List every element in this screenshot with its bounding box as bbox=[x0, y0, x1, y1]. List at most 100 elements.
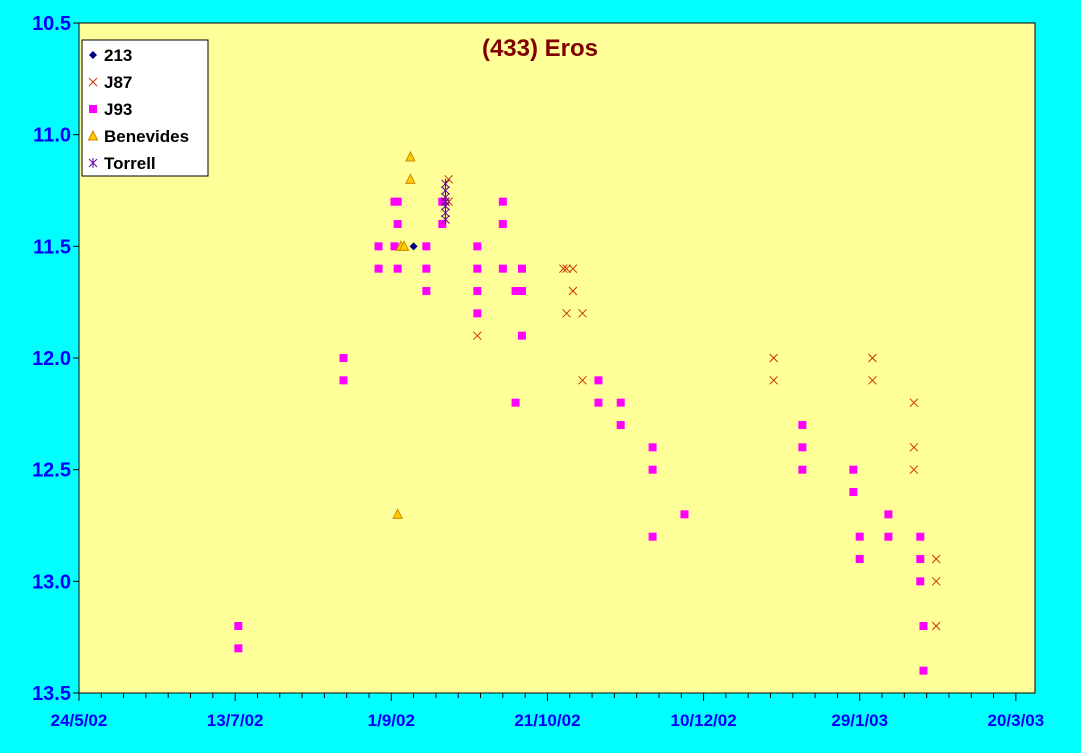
point-j93 bbox=[374, 242, 383, 251]
point-j93 bbox=[798, 421, 807, 429]
data-points bbox=[234, 150, 941, 675]
point-j93 bbox=[473, 242, 482, 251]
y-axis: 10.5 11.0 11.5 12.0 12.5 13.0 13.5 bbox=[32, 13, 79, 705]
point-j87 bbox=[444, 174, 454, 184]
point-j93 bbox=[849, 465, 858, 474]
point-j93 bbox=[517, 287, 526, 295]
point-j93 bbox=[393, 197, 402, 206]
point-j87 bbox=[909, 465, 919, 475]
y-tick-label: 13.0 bbox=[32, 571, 71, 593]
point-j93 bbox=[594, 376, 603, 385]
point-j93 bbox=[648, 443, 657, 452]
point-benevides bbox=[405, 150, 416, 162]
point-j93 bbox=[616, 421, 625, 429]
point-213 bbox=[409, 242, 418, 251]
point-j87 bbox=[868, 353, 877, 363]
point-j87 bbox=[562, 264, 571, 274]
legend-marker-213 bbox=[89, 51, 97, 59]
point-j93 bbox=[517, 331, 526, 340]
point-j93 bbox=[919, 622, 928, 630]
point-j93 bbox=[919, 666, 928, 675]
legend: 213 J87 J93 Benevides Torrell bbox=[81, 39, 209, 177]
y-tick-label: 13.5 bbox=[32, 683, 71, 705]
x-tick-label: 10/12/02 bbox=[670, 711, 736, 730]
point-j87 bbox=[568, 286, 578, 296]
y-tick-label: 10.5 bbox=[32, 13, 71, 35]
y-tick-label: 12.5 bbox=[32, 460, 71, 482]
x-tick-label: 24/5/02 bbox=[51, 711, 108, 730]
legend-box bbox=[81, 39, 209, 177]
point-j93 bbox=[339, 376, 348, 385]
point-j93 bbox=[884, 532, 893, 541]
y-tick-label: 11.5 bbox=[33, 236, 71, 258]
point-j93 bbox=[511, 287, 520, 295]
point-j87 bbox=[931, 554, 941, 564]
point-j93 bbox=[422, 287, 431, 295]
point-j93 bbox=[234, 622, 243, 630]
point-j93 bbox=[498, 220, 507, 228]
x-axis: 24/5/02 13/7/02 1/9/02 21/10/02 10/12/02 29/1… bbox=[51, 693, 1044, 730]
point-j87 bbox=[769, 353, 779, 363]
point-benevides bbox=[398, 240, 410, 251]
point-j93 bbox=[422, 242, 431, 251]
x-tick-label: 1/9/02 bbox=[368, 711, 415, 730]
point-j93 bbox=[680, 510, 689, 519]
point-j87 bbox=[562, 308, 571, 318]
legend-label-torrell: Torrell bbox=[104, 154, 156, 173]
point-j93 bbox=[473, 287, 482, 295]
point-j93 bbox=[884, 510, 893, 519]
point-j93 bbox=[422, 264, 431, 273]
point-j93 bbox=[916, 555, 925, 563]
legend-label-j87: J87 bbox=[104, 73, 132, 92]
legend-label-j93: J93 bbox=[104, 100, 132, 119]
point-j93 bbox=[849, 488, 858, 496]
point-j93 bbox=[339, 354, 348, 362]
point-j87 bbox=[578, 375, 587, 385]
point-j93 bbox=[473, 264, 482, 273]
y-tick-label: 11.0 bbox=[33, 125, 71, 147]
point-j87 bbox=[868, 375, 877, 385]
point-j87 bbox=[931, 576, 941, 586]
x-tick-label: 29/1/03 bbox=[831, 711, 888, 730]
point-j93 bbox=[648, 465, 657, 474]
x-tick-label: 21/10/02 bbox=[514, 711, 580, 730]
legend-marker-j93 bbox=[89, 105, 97, 113]
legend-marker-j87 bbox=[88, 77, 98, 87]
point-j87 bbox=[909, 398, 919, 408]
legend-label-213: 213 bbox=[104, 46, 132, 65]
point-j93 bbox=[498, 264, 507, 273]
point-j87 bbox=[769, 375, 779, 385]
point-j93 bbox=[438, 220, 447, 228]
point-benevides bbox=[405, 173, 416, 184]
point-j93 bbox=[517, 264, 526, 273]
point-j93 bbox=[390, 242, 399, 251]
point-j93 bbox=[473, 309, 482, 318]
y-tick-label: 12.0 bbox=[32, 348, 71, 370]
point-j87 bbox=[909, 442, 919, 452]
point-j87 bbox=[559, 264, 568, 274]
point-j87 bbox=[568, 264, 578, 274]
x-tick-label: 13/7/02 bbox=[207, 711, 264, 730]
point-j93 bbox=[616, 398, 625, 407]
point-j93 bbox=[234, 644, 243, 653]
point-j93 bbox=[393, 264, 402, 273]
legend-marker-benevides bbox=[87, 129, 99, 141]
point-j93 bbox=[393, 220, 402, 228]
point-j93 bbox=[511, 398, 520, 407]
point-torrell bbox=[441, 214, 450, 225]
point-j93 bbox=[855, 532, 864, 541]
legend-marker-torrell bbox=[88, 158, 98, 168]
point-j87 bbox=[931, 621, 941, 631]
point-j93 bbox=[594, 398, 603, 407]
point-j93 bbox=[798, 443, 807, 452]
legend-label-benevides: Benevides bbox=[104, 127, 189, 146]
point-j93 bbox=[648, 532, 657, 541]
point-j93 bbox=[916, 532, 925, 541]
point-j87 bbox=[472, 331, 482, 341]
point-j93 bbox=[374, 264, 383, 273]
point-j93 bbox=[916, 577, 925, 586]
point-j93 bbox=[498, 197, 507, 206]
point-j93 bbox=[798, 465, 807, 474]
chart-title: (433) Eros bbox=[482, 35, 598, 62]
